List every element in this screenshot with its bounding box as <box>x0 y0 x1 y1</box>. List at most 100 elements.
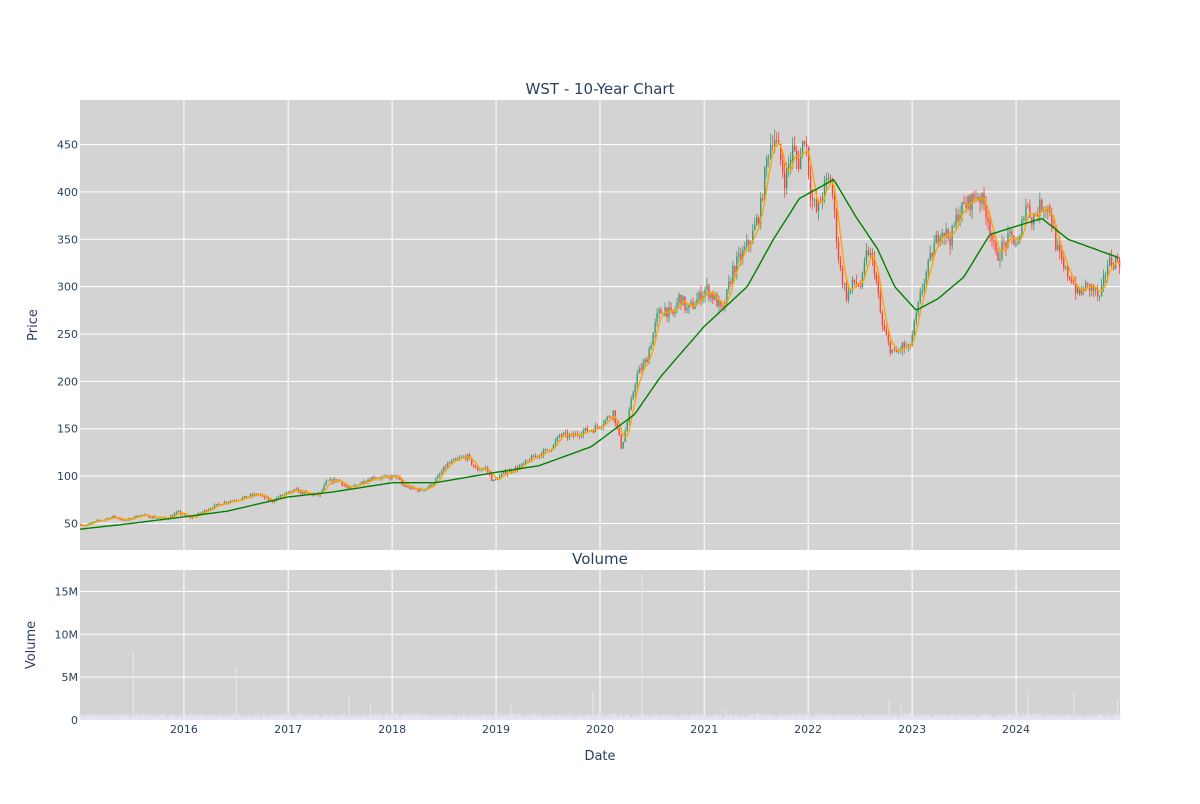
volume-bar <box>436 717 437 720</box>
volume-bar <box>581 717 582 720</box>
volume-bar <box>138 713 140 720</box>
candle-body <box>112 515 114 518</box>
candle-body <box>993 239 995 243</box>
volume-bar <box>339 716 341 720</box>
volume-bar <box>649 717 651 720</box>
volume-bar <box>740 715 742 720</box>
volume-bar <box>83 715 84 720</box>
volume-bar <box>341 713 343 720</box>
candle-body <box>947 229 949 239</box>
volume-bar <box>209 713 211 720</box>
candle-body <box>249 494 252 497</box>
volume-bar <box>1078 717 1080 720</box>
candle-body <box>714 294 716 300</box>
candle-body <box>959 215 961 221</box>
volume-bar <box>514 714 515 720</box>
volume-bar <box>830 714 831 720</box>
volume-bar <box>804 713 805 720</box>
volume-bar <box>185 716 187 720</box>
volume-bar <box>558 715 560 720</box>
volume-bar <box>351 716 353 720</box>
volume-bar <box>990 718 992 720</box>
volume-bar <box>931 715 933 720</box>
volume-bar <box>956 717 958 720</box>
volume-bar <box>1072 717 1074 720</box>
volume-bar <box>1094 715 1096 720</box>
volume-bar <box>324 713 326 720</box>
volume-bar <box>622 717 624 720</box>
volume-bar <box>317 714 319 720</box>
volume-bar <box>664 716 665 720</box>
volume-bar <box>839 716 841 720</box>
volume-bar <box>683 713 685 720</box>
volume-bar <box>473 713 475 720</box>
candle-body <box>738 253 740 257</box>
volume-bar <box>372 717 373 720</box>
volume-bar <box>585 715 586 720</box>
volume-bar <box>176 714 177 720</box>
volume-bar <box>666 714 667 720</box>
candle-body <box>227 502 230 503</box>
volume-bar <box>295 714 297 720</box>
candle-body <box>170 515 172 519</box>
volume-bar <box>795 713 796 720</box>
volume-bar <box>1067 715 1069 720</box>
volume-bar <box>727 715 728 720</box>
candle-body <box>546 449 549 450</box>
candle-body <box>171 515 174 517</box>
volume-bar <box>421 716 422 720</box>
volume-bar <box>929 714 930 720</box>
volume-bar <box>1117 713 1119 720</box>
volume-bar <box>140 715 141 720</box>
volume-bar <box>1046 716 1048 720</box>
candle-body <box>628 409 630 423</box>
volume-bar <box>621 715 623 720</box>
volume-bar <box>325 717 326 720</box>
volume-bar <box>1032 713 1034 720</box>
volume-bar <box>334 717 336 720</box>
volume-bar <box>609 717 611 720</box>
volume-bar <box>640 713 642 720</box>
volume-bar <box>893 714 895 720</box>
volume-bar <box>1116 713 1117 720</box>
volume-bar <box>217 716 219 720</box>
volume-bar <box>123 713 124 720</box>
volume-bar <box>469 715 471 720</box>
volume-bar <box>1009 714 1010 720</box>
candle-body <box>520 463 523 467</box>
volume-bar <box>875 717 877 720</box>
volume-bar <box>982 715 984 720</box>
volume-bar <box>747 714 748 720</box>
volume-bar <box>505 713 506 720</box>
volume-bar <box>111 717 112 720</box>
volume-bar <box>96 713 97 720</box>
volume-bar <box>150 716 152 720</box>
candle-body <box>283 494 286 496</box>
volume-bar <box>369 703 372 720</box>
volume-bar <box>426 713 428 720</box>
volume-bar <box>315 715 317 720</box>
volume-bar <box>359 714 361 720</box>
volume-bar <box>404 713 406 720</box>
volume-bar <box>716 713 717 720</box>
volume-bar <box>1077 715 1079 720</box>
volume-bar <box>255 717 256 720</box>
volume-bar <box>149 713 151 720</box>
volume-bar <box>330 714 332 720</box>
candle-body <box>532 455 535 458</box>
volume-bar <box>1028 715 1030 720</box>
candle-body <box>1039 199 1041 217</box>
volume-bar <box>81 714 83 720</box>
volume-bar <box>1002 716 1003 720</box>
volume-bar <box>1016 716 1017 720</box>
volume-bar <box>898 717 900 720</box>
volume-bar <box>1083 717 1085 720</box>
candle-body <box>441 471 443 475</box>
volume-bar <box>895 713 896 720</box>
volume-bar <box>760 713 762 720</box>
volume-bar <box>869 715 870 720</box>
volume-bar <box>162 716 164 720</box>
volume-bar <box>131 718 133 720</box>
candle-body <box>622 441 624 449</box>
volume-bar <box>483 716 485 720</box>
